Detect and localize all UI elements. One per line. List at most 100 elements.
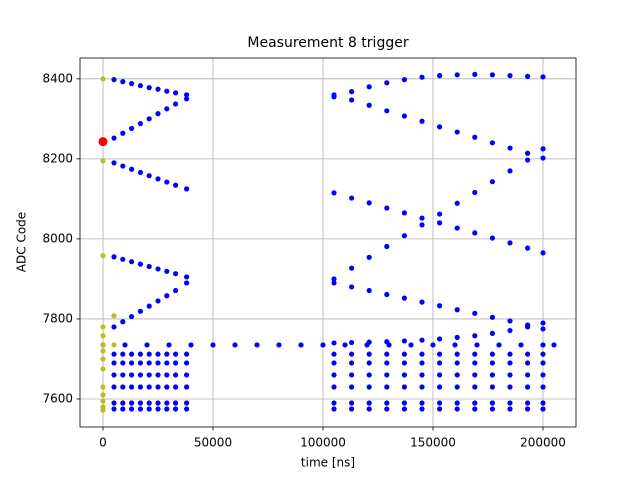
scatter-point — [540, 342, 546, 348]
scatter-point — [100, 384, 106, 390]
scatter-point — [100, 333, 106, 339]
scatter-point — [100, 348, 106, 354]
scatter-point — [474, 342, 480, 348]
scatter-point — [384, 339, 390, 345]
scatter-point — [437, 73, 443, 79]
scatter-point — [384, 360, 390, 366]
scatter-point — [472, 351, 478, 357]
scatter-point — [366, 351, 372, 357]
scatter-point — [111, 384, 117, 390]
scatter-point — [384, 80, 390, 86]
scatter-point — [173, 90, 179, 96]
scatter-point — [349, 195, 355, 201]
scatter-point — [419, 118, 425, 124]
scatter-point — [401, 210, 408, 216]
scatter-point — [137, 372, 144, 378]
scatter-point — [111, 313, 117, 319]
scatter-point — [540, 146, 546, 152]
x-tick-label: 200000 — [520, 436, 566, 450]
scatter-point — [173, 372, 179, 378]
scatter-point — [120, 351, 126, 357]
scatter-point — [419, 406, 425, 412]
scatter-point — [100, 366, 106, 372]
scatter-point — [173, 271, 179, 277]
scatter-point — [507, 240, 513, 246]
scatter-point — [408, 342, 414, 348]
scatter-point — [349, 372, 355, 378]
scatter-point — [349, 406, 355, 412]
scatter-point — [525, 372, 531, 378]
scatter-point — [349, 384, 355, 390]
scatter-point — [540, 320, 546, 326]
scatter-point — [120, 163, 126, 169]
scatter-point — [164, 88, 170, 94]
scatter-point — [155, 372, 161, 378]
scatter-point — [472, 384, 478, 390]
scatter-point — [349, 360, 355, 366]
scatter-point — [489, 384, 496, 390]
scatter-point — [173, 384, 179, 390]
scatter-point — [164, 384, 170, 390]
scatter-point — [155, 266, 161, 272]
scatter-point — [129, 81, 135, 87]
y-tick-label: 7600 — [42, 391, 73, 405]
scatter-point — [164, 406, 170, 412]
scatter-point — [129, 400, 135, 406]
plot-area — [80, 58, 576, 427]
scatter-point — [551, 342, 557, 348]
scatter-point — [111, 400, 117, 406]
y-axis-label: ADC Code — [15, 212, 29, 272]
scatter-point — [437, 303, 443, 309]
x-tick-label: 100000 — [300, 436, 346, 450]
scatter-point — [349, 97, 355, 103]
scatter-point — [173, 351, 179, 357]
scatter-point — [155, 86, 161, 92]
scatter-point — [184, 280, 190, 286]
scatter-point — [489, 140, 496, 146]
scatter-point — [349, 284, 355, 290]
scatter-point — [401, 360, 408, 366]
scatter-point — [419, 222, 425, 228]
scatter-point — [155, 384, 161, 390]
scatter-point — [366, 339, 372, 345]
scatter-point — [349, 89, 355, 95]
scatter-point — [419, 360, 425, 366]
scatter-point — [137, 406, 144, 412]
scatter-point — [437, 351, 443, 357]
scatter-point — [100, 324, 106, 330]
scatter-point — [331, 92, 337, 98]
scatter-point — [384, 243, 390, 250]
scatter-point — [111, 77, 117, 83]
scatter-point — [173, 182, 179, 188]
scatter-point — [137, 169, 144, 176]
scatter-point — [401, 400, 408, 406]
scatter-point — [401, 372, 408, 378]
scatter-point — [401, 77, 408, 83]
scatter-point — [419, 400, 425, 406]
scatter-point — [320, 342, 326, 348]
scatter-point — [489, 72, 496, 78]
scatter-point — [155, 351, 161, 357]
scatter-point — [472, 310, 478, 316]
scatter-point — [430, 342, 436, 348]
scatter-point — [472, 360, 478, 366]
scatter-point — [437, 372, 443, 378]
y-tick-label: 7800 — [42, 311, 73, 325]
scatter-point — [137, 384, 144, 390]
scatter-point — [489, 360, 496, 366]
scatter-point — [401, 113, 408, 119]
scatter-point — [472, 333, 478, 339]
axes-frame — [79, 57, 577, 428]
scatter-point — [184, 360, 190, 366]
scatter-point — [454, 129, 460, 135]
scatter-point — [472, 230, 478, 236]
scatter-point — [111, 160, 117, 166]
scatter-point — [146, 263, 152, 270]
scatter-point — [507, 372, 513, 378]
scatter-point — [489, 330, 496, 336]
scatter-point — [173, 360, 179, 366]
scatter-point — [137, 351, 144, 357]
scatter-point — [507, 360, 513, 366]
scatter-point — [437, 406, 443, 412]
scatter-point — [489, 179, 496, 185]
